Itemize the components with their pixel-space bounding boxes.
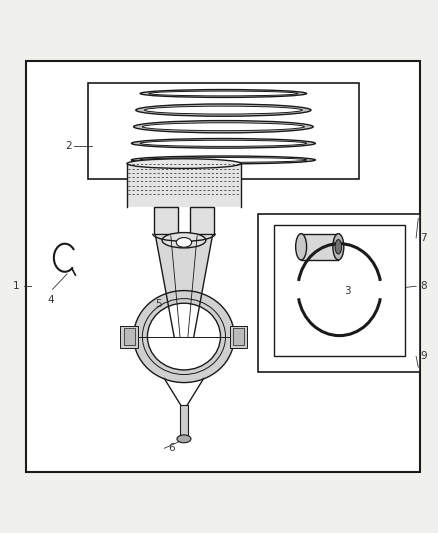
Text: 6: 6	[169, 443, 175, 453]
Text: 7: 7	[420, 233, 427, 243]
Text: 3: 3	[344, 286, 350, 296]
Bar	[258, 214, 420, 372]
Polygon shape	[155, 236, 212, 336]
Text: 4: 4	[47, 295, 54, 305]
Ellipse shape	[131, 156, 315, 164]
Ellipse shape	[127, 159, 241, 168]
Text: 8: 8	[420, 281, 427, 291]
Bar	[190, 207, 214, 233]
Bar	[274, 225, 405, 356]
Ellipse shape	[162, 232, 206, 248]
Bar	[124, 328, 135, 345]
Ellipse shape	[333, 233, 344, 260]
Ellipse shape	[134, 120, 313, 133]
Bar	[233, 328, 244, 345]
Text: 1: 1	[13, 281, 20, 291]
Ellipse shape	[177, 435, 191, 443]
Ellipse shape	[145, 106, 302, 114]
Text: 5: 5	[155, 298, 162, 309]
Bar	[127, 164, 241, 207]
Ellipse shape	[142, 123, 304, 131]
Ellipse shape	[176, 238, 191, 247]
Ellipse shape	[131, 139, 315, 148]
Ellipse shape	[140, 90, 307, 98]
Bar	[88, 83, 359, 179]
Ellipse shape	[140, 140, 307, 147]
Ellipse shape	[136, 104, 311, 116]
Ellipse shape	[335, 239, 342, 254]
Text: 2: 2	[66, 141, 72, 151]
Ellipse shape	[134, 290, 234, 383]
Bar	[180, 405, 188, 435]
Ellipse shape	[149, 91, 298, 96]
Bar	[230, 326, 247, 348]
Ellipse shape	[140, 158, 307, 163]
Bar	[154, 207, 178, 233]
Text: 9: 9	[420, 351, 427, 361]
Bar	[120, 326, 138, 348]
Bar	[301, 233, 338, 260]
Ellipse shape	[296, 233, 307, 260]
Ellipse shape	[148, 303, 220, 370]
